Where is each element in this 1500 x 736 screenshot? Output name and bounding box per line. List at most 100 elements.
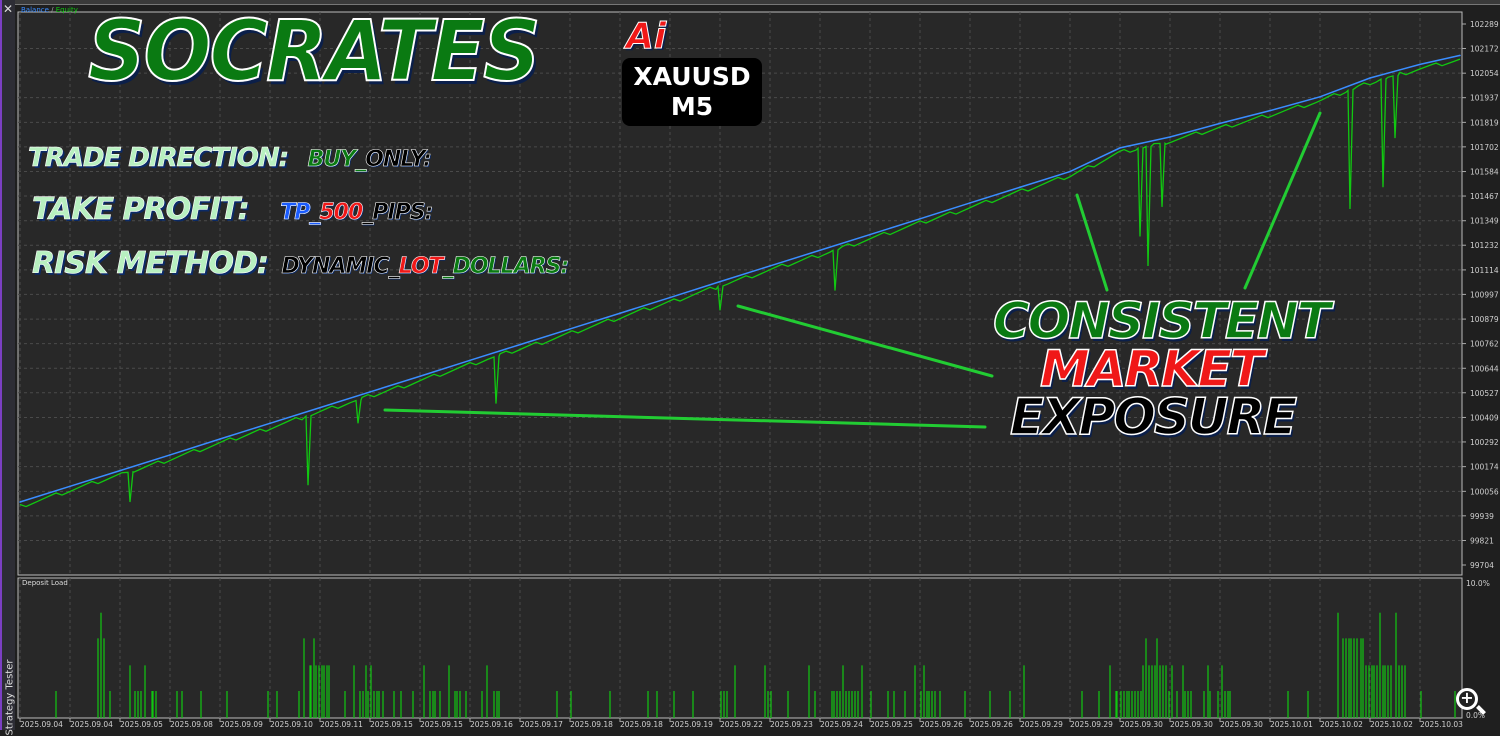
- x-tick-label: 2025.09.18: [620, 720, 663, 729]
- y-tick-label: 101584: [1470, 168, 1499, 177]
- x-tick-label: 2025.09.23: [770, 720, 813, 729]
- balance-point: [119, 469, 121, 472]
- x-tick-label: 2025.09.26: [970, 720, 1013, 729]
- annotation-pointer-line: [383, 408, 987, 429]
- trade-direction-value-2: ONLY:: [365, 147, 432, 173]
- y-tick-label: 100292: [1470, 438, 1499, 447]
- balance-point: [819, 249, 821, 252]
- balance-point: [569, 328, 571, 330]
- x-tick-label: 2025.09.26: [920, 720, 963, 729]
- annotation-pointer-line: [1243, 111, 1322, 290]
- headline-consistent: CONSISTENT: [992, 291, 1331, 351]
- risk-method-value-3: _DOLLARS:: [442, 254, 569, 280]
- x-tick-label: 2025.09.11: [320, 720, 363, 729]
- annotation-pointer-line: [736, 304, 994, 378]
- balance-point: [1219, 122, 1221, 125]
- deposit-load-title: Deposit Load: [22, 579, 68, 587]
- y-tick-label: 102054: [1470, 69, 1499, 78]
- legend-equity: Equity: [55, 6, 78, 14]
- balance-point: [319, 406, 321, 409]
- top-border: [15, 0, 1500, 5]
- balance-point: [1069, 170, 1071, 173]
- annotation-pointer-line: [1075, 193, 1109, 292]
- balance-point: [419, 375, 421, 378]
- balance-point: [1419, 63, 1421, 66]
- trade-direction-row: TRADE DIRECTION: BUY_ONLY:: [28, 143, 432, 174]
- zoom-in-icon[interactable]: +: [1456, 688, 1478, 710]
- balance-line: [19, 54, 1461, 503]
- x-tick-label: 2025.09.29: [1020, 720, 1063, 729]
- take-profit-row: TAKE PROFIT: TP_500_PIPS:: [32, 192, 434, 228]
- balance-point: [469, 359, 471, 362]
- x-tick-label: 2025.09.19: [670, 720, 713, 729]
- trade-direction-value-1: BUY_: [307, 147, 366, 173]
- y-tick-label: 100997: [1470, 290, 1499, 299]
- balance-point: [1169, 136, 1171, 138]
- strategy-tester-side-panel: ✕ Strategy Tester: [0, 0, 16, 736]
- x-tick-label: 2025.10.01: [1270, 720, 1313, 729]
- y-tick-label: 101819: [1470, 118, 1499, 127]
- load-max-label: 10.0%: [1466, 579, 1490, 588]
- y-tick-label: 101702: [1470, 143, 1499, 152]
- symbol-name: XAUUSD: [633, 62, 751, 91]
- balance-point: [969, 202, 971, 204]
- balance-point: [1459, 54, 1461, 57]
- x-tick-label: 2025.09.09: [220, 720, 263, 729]
- legend-balance: Balance: [21, 6, 49, 14]
- balance-point: [669, 296, 671, 299]
- chart-legend: Balance / Equity: [21, 6, 78, 14]
- x-tick-label: 2025.09.05: [120, 720, 163, 729]
- balance-point: [619, 312, 621, 315]
- y-tick-label: 101349: [1470, 217, 1499, 226]
- take-profit-value-3: _PIPS:: [362, 200, 434, 226]
- y-tick-label: 102289: [1470, 20, 1499, 29]
- balance-point: [219, 438, 221, 440]
- balance-point: [769, 265, 771, 267]
- x-tick-label: 2025.09.29: [1070, 720, 1113, 729]
- headline-exposure: EXPOSURE: [1009, 387, 1298, 447]
- balance-point: [919, 218, 921, 220]
- balance-point: [1269, 109, 1271, 112]
- balance-point: [519, 343, 521, 346]
- y-tick-label: 99939: [1470, 512, 1494, 521]
- timeframe: M5: [670, 92, 714, 121]
- equity-line: [19, 58, 1461, 508]
- y-tick-label: 99704: [1470, 561, 1494, 570]
- y-tick-label: 101937: [1470, 94, 1499, 103]
- balance-point: [269, 422, 271, 425]
- ai-logo-suffix: Ai: [625, 16, 667, 58]
- balance-point: [69, 485, 71, 488]
- take-profit-value-1: TP_: [280, 200, 321, 226]
- x-tick-label: 2025.09.04: [20, 720, 63, 729]
- balance-point: [869, 233, 871, 236]
- risk-method-row: RISK METHOD: DYNAMIC_LOT_DOLLARS:: [32, 246, 570, 282]
- close-icon[interactable]: ✕: [3, 2, 14, 16]
- y-tick-label: 100644: [1470, 364, 1499, 373]
- take-profit-value-2: 500: [319, 200, 364, 226]
- y-tick-label: 101114: [1470, 266, 1499, 275]
- balance-point: [1319, 96, 1321, 98]
- take-profit-label: TAKE PROFIT:: [32, 192, 250, 228]
- x-tick-label: 2025.09.15: [370, 720, 413, 729]
- y-tick-label: 100056: [1470, 487, 1499, 496]
- risk-method-value-1: DYNAMIC_: [281, 254, 400, 280]
- balance-point: [169, 454, 171, 456]
- x-tick-label: 2025.09.18: [570, 720, 613, 729]
- load-min-label: 0.0%: [1466, 711, 1485, 720]
- x-tick-label: 2025.10.02: [1320, 720, 1363, 729]
- x-tick-label: 2025.09.30: [1170, 720, 1213, 729]
- x-tick-label: 2025.09.24: [820, 720, 863, 729]
- x-tick-label: 2025.09.25: [870, 720, 913, 729]
- x-tick-label: 2025.09.16: [470, 720, 513, 729]
- trade-direction-label: TRADE DIRECTION:: [28, 143, 290, 174]
- y-tick-label: 100174: [1470, 463, 1499, 472]
- balance-point: [369, 391, 371, 393]
- headline-market: MARKET: [1039, 339, 1264, 399]
- x-tick-label: 2025.09.15: [420, 720, 463, 729]
- y-tick-label: 101467: [1470, 192, 1499, 201]
- deposit-load-plot-area: [17, 577, 1463, 719]
- balance-point: [1119, 147, 1121, 149]
- balance-point: [719, 280, 721, 283]
- x-tick-label: 2025.09.22: [720, 720, 763, 729]
- balance-point: [19, 501, 21, 503]
